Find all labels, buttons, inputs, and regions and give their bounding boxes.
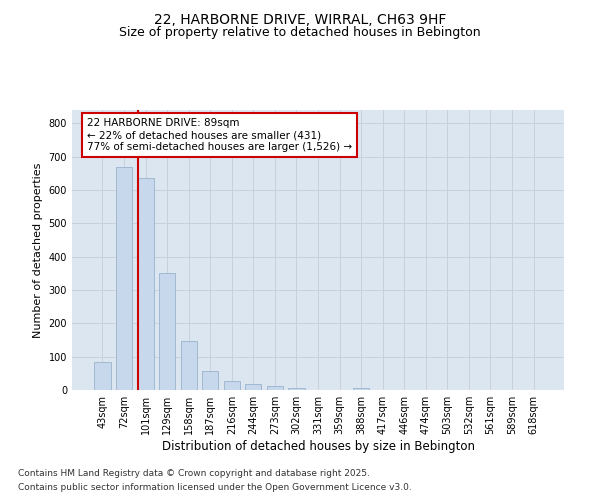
Bar (267, 386, 283, 390)
Bar (224, 381, 240, 390)
Y-axis label: Number of detached properties: Number of detached properties (33, 162, 43, 338)
Bar (137, 178, 154, 390)
Text: 22, HARBORNE DRIVE, WIRRAL, CH63 9HF: 22, HARBORNE DRIVE, WIRRAL, CH63 9HF (154, 12, 446, 26)
Bar (181, 340, 197, 390)
Text: Contains HM Land Registry data © Crown copyright and database right 2025.: Contains HM Land Registry data © Crown c… (18, 468, 370, 477)
Bar (94, 362, 110, 390)
Bar (202, 370, 218, 390)
Bar (159, 274, 175, 390)
Text: 22 HARBORNE DRIVE: 89sqm
← 22% of detached houses are smaller (431)
77% of semi-: 22 HARBORNE DRIVE: 89sqm ← 22% of detach… (87, 118, 352, 152)
Bar (116, 166, 132, 390)
Bar (245, 384, 262, 390)
Text: Size of property relative to detached houses in Bebington: Size of property relative to detached ho… (119, 26, 481, 39)
X-axis label: Distribution of detached houses by size in Bebington: Distribution of detached houses by size … (161, 440, 475, 453)
Bar (289, 388, 305, 390)
Bar (353, 388, 369, 390)
Text: Contains public sector information licensed under the Open Government Licence v3: Contains public sector information licen… (18, 484, 412, 492)
